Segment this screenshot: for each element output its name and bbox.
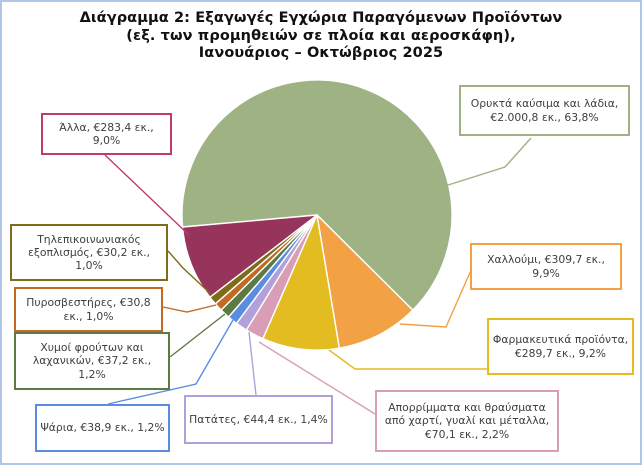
callout-text: Πυροσβεστήρες, €30,8 εκ., 1,0% (26, 296, 151, 323)
leader-line-aporrimata (258, 341, 376, 415)
chart-title-line1: Διάγραμμα 2: Εξαγωγές Εγχώρια Παραγόμενω… (79, 10, 563, 26)
pie-wedges (181, 79, 453, 351)
pie-slice-xalloumi (316, 214, 414, 349)
leader-line-psaria (107, 319, 234, 405)
callout-psaria: Ψάρια, €38,9 εκ., 1,2% (35, 404, 170, 452)
callout-text: Απορρίμματα και θραύσματα από χαρτί, γυα… (384, 401, 550, 441)
callout-text: Φαρμακευτικά προϊόντα, €289,7 εκ., 9,2% (492, 333, 629, 360)
callout-xalloumi: Χαλλούμι, €309,7 εκ., 9,9% (470, 243, 622, 290)
callout-text: Ψάρια, €38,9 εκ., 1,2% (40, 421, 165, 435)
callout-patates: Πατάτες, €44,4 εκ., 1,4% (184, 395, 333, 444)
leader-line-oryktakafsima (444, 137, 532, 187)
callout-text: Χαλλούμι, €309,7 εκ., 9,9% (487, 253, 605, 280)
callout-oryktakafsima: Ορυκτά καύσιμα και λάδια, €2.000,8 εκ., … (459, 85, 630, 136)
leader-line-xymoi (169, 313, 226, 358)
leader-line-patates (248, 331, 257, 396)
leader-line-pyrosvestires (162, 304, 217, 313)
pie-slice-alla (181, 214, 318, 298)
callout-aporrimata: Απορρίμματα και θραύσματα από χαρτί, γυα… (375, 390, 559, 452)
callout-text: Χυμοί φρούτων και λαχανικών, €37,2 εκ., … (32, 341, 152, 381)
callout-text: Ορυκτά καύσιμα και λάδια, €2.000,8 εκ., … (470, 97, 619, 124)
leader-line-alla (104, 154, 190, 236)
leader-line-xalloumi (399, 267, 473, 328)
callout-tilepikoinoniakos: Τηλεπικοινωνιακός εξοπλισμός, €30,2 εκ.,… (10, 224, 168, 281)
pie-slice-oryktakafsima (181, 79, 453, 311)
leader-line-tilepikoinoniakos (167, 250, 213, 296)
callout-text: Άλλα, €283,4 εκ., 9,0% (59, 120, 154, 147)
callout-alla: Άλλα, €283,4 εκ., 9,0% (41, 113, 172, 155)
callout-text: Πατάτες, €44,4 εκ., 1,4% (189, 412, 328, 426)
chart-title-line2: (εξ. των προμηθειών σε πλοία και αεροσκά… (126, 27, 516, 44)
callout-pyrosvestires: Πυροσβεστήρες, €30,8 εκ., 1,0% (14, 287, 163, 332)
callout-xymoi: Χυμοί φρούτων και λαχανικών, €37,2 εκ., … (14, 332, 170, 390)
leader-lines (104, 137, 532, 415)
chart-title: Διάγραμμα 2: Εξαγωγές Εγχώρια Παραγόμενω… (2, 10, 640, 63)
chart-title-line3: Ιανουάριος – Οκτώβριος 2025 (198, 45, 444, 62)
callout-text: Τηλεπικοινωνιακός εξοπλισμός, €30,2 εκ.,… (28, 232, 150, 273)
leader-line-farmakeutika (328, 349, 487, 370)
callout-farmakeutika: Φαρμακευτικά προϊόντα, €289,7 εκ., 9,2% (487, 318, 634, 375)
pie-slice-farmakeutika (262, 214, 341, 351)
